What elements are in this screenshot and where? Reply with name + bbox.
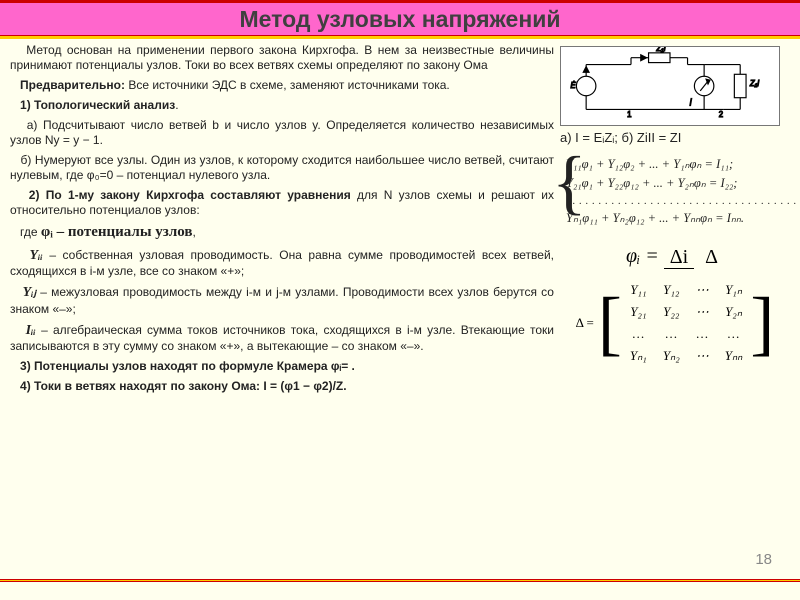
equation-system: { Y₁₁φ₁ + Y₁₂φ₂ + ... + Y₁ₙφₙ = I₁₁; Y₂₁… xyxy=(560,151,790,233)
intro-paragraph: Метод основан на применении первого зако… xyxy=(10,43,554,73)
left-column: Метод основан на применении первого зако… xyxy=(10,43,560,399)
eq-row-dots: ........................................… xyxy=(566,194,790,210)
accent-line-bottom xyxy=(0,579,800,582)
cramer-formula: φᵢ = Δi Δ xyxy=(560,245,790,269)
svg-text:İ: İ xyxy=(690,99,693,108)
svg-text:1: 1 xyxy=(627,110,631,119)
section-2: 2) По 1-му закону Кирхгофа составляют ур… xyxy=(10,188,554,218)
page-number: 18 xyxy=(755,551,772,568)
svg-text:Z₁I: Z₁I xyxy=(749,79,760,88)
delta-matrix: Δ = [ Y₁₁Y₁₂⋯Y₁ₙ Y₂₁Y₂₂⋯Y₂ₙ ………… Yₙ₁Yₙ₂⋯… xyxy=(560,279,790,367)
iii-desc: Iᵢᵢ – алгебраическая сумма токов источни… xyxy=(10,322,554,355)
phi-desc: где φᵢ – потенциалы узлов, xyxy=(10,223,554,242)
right-column: Z₁I Ė Z₁I 1 2 İ xyxy=(560,43,790,399)
eq-row-2: Y₂₁φ₁ + Y₂₂φ₁₂ + ... + Y₂ₙφₙ = I₂₂; xyxy=(566,174,790,193)
svg-text:2: 2 xyxy=(719,110,723,119)
section-1a: а) Подсчитывают число ветвей b и число у… xyxy=(10,118,554,148)
title-bar: Метод узловых напряжений xyxy=(0,0,800,36)
section-1b: б) Нумеруют все узлы. Один из узлов, к к… xyxy=(10,153,554,183)
svg-text:Z₁I: Z₁I xyxy=(655,47,666,53)
yij-desc: Yᵢⱼ – межузловая проводимость между i-м … xyxy=(10,284,554,317)
eq-row-1: Y₁₁φ₁ + Y₁₂φ₂ + ... + Y₁ₙφₙ = I₁₁; xyxy=(566,155,790,174)
preliminary: Предварительно: Все источники ЭДС в схем… xyxy=(10,78,554,93)
yii-desc: Yᵢᵢ – собственная узловая проводимость. … xyxy=(10,247,554,280)
circuit-caption: а) I = EᵢZᵢ; б) ZiII = ZI xyxy=(560,130,790,145)
content: Метод основан на применении первого зако… xyxy=(0,39,800,399)
section-3: 3) Потенциалы узлов находят по формуле К… xyxy=(10,359,554,374)
eq-row-n: Yₙ₁φ₁₁ + Yₙ₂φ₁₂ + ... + Yₙₙφₙ = Iₙₙ. xyxy=(566,209,790,228)
section-1: 1) Топологический анализ. xyxy=(10,98,554,113)
page-title: Метод узловых напряжений xyxy=(240,6,561,33)
section-4: 4) Токи в ветвях находят по закону Ома: … xyxy=(10,379,554,394)
svg-text:Ė: Ė xyxy=(571,81,577,90)
circuit-diagram: Z₁I Ė Z₁I 1 2 İ xyxy=(560,46,780,126)
